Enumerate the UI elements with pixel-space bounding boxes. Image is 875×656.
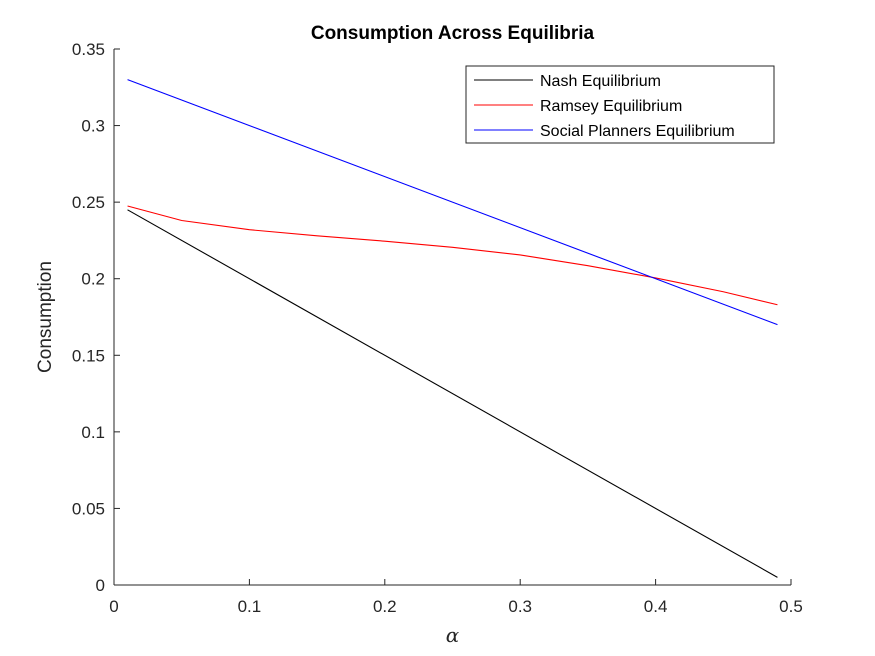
legend-entry: Ramsey Equilibrium [540, 98, 682, 115]
y-tick-label: 0.3 [81, 117, 105, 136]
y-axis-label: Consumption [35, 261, 56, 373]
y-tick-label: 0.25 [72, 193, 105, 212]
series-layer [127, 79, 778, 578]
legend-entry: Nash Equilibrium [540, 73, 661, 90]
y-tick-label: 0.05 [72, 499, 105, 518]
legend-entry: Social Planners Equilibrium [540, 123, 735, 140]
x-tick-label: 0.4 [644, 597, 668, 616]
axes-layer: 0 0.1 0.2 0.3 0.4 0.5 0 0.05 0.1 0.15 0.2 0.25 0.3 0.… [72, 40, 803, 616]
y-tick-label: 0.2 [81, 270, 105, 289]
y-tick-label: 0.35 [72, 40, 105, 59]
series-line-1 [127, 209, 778, 578]
x-axis-label: α [446, 623, 460, 647]
x-tick-label: 0.3 [508, 597, 532, 616]
x-tick-label: 0.1 [238, 597, 262, 616]
chart-title: Consumption Across Equilibria [311, 23, 595, 44]
series-line-2 [127, 205, 778, 306]
x-tick-label: 0 [109, 597, 118, 616]
y-tick-label: 0 [96, 576, 105, 595]
y-tick-label: 0.15 [72, 346, 105, 365]
x-tick-label: 0.5 [779, 597, 803, 616]
y-tick-label: 0.1 [81, 423, 105, 442]
x-tick-label: 0.2 [373, 597, 397, 616]
series-line-3 [127, 79, 778, 326]
legend: Nash Equilibrium Ramsey Equilibrium Social… [465, 65, 775, 144]
